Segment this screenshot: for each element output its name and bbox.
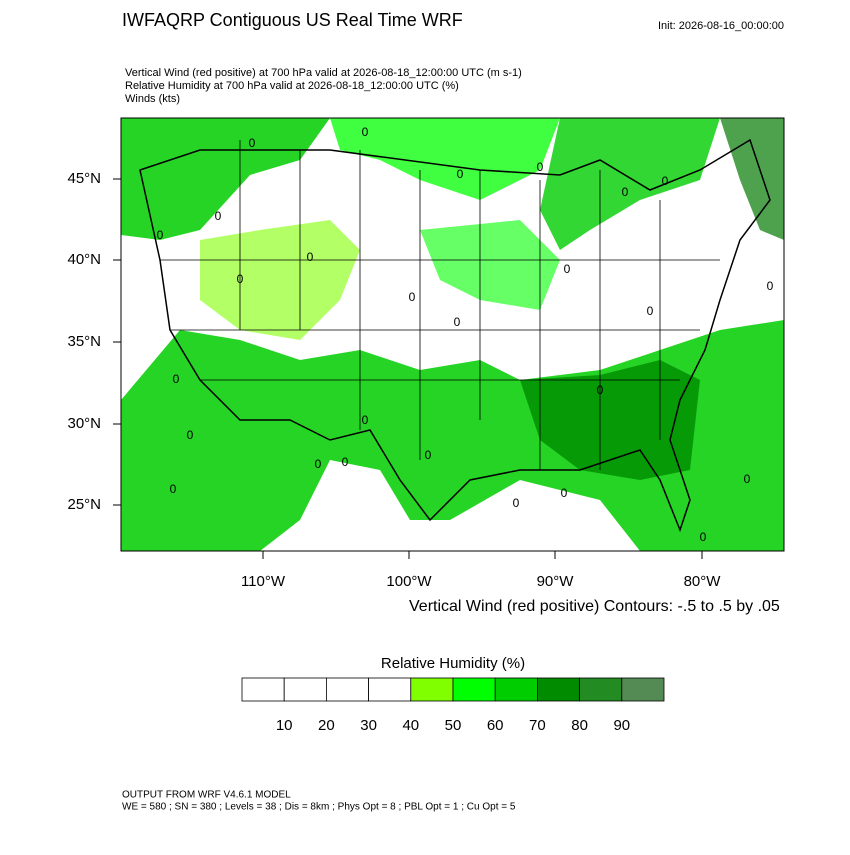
description: Relative Humidity at 700 hPa valid at 20… bbox=[125, 80, 459, 92]
state-borders bbox=[160, 140, 720, 470]
colorbar-label: 90 bbox=[613, 717, 630, 734]
rh-area bbox=[540, 118, 720, 250]
colorbar-label: 50 bbox=[445, 717, 462, 734]
lon-label: 100°W bbox=[386, 573, 432, 590]
lat-label: 35°N bbox=[67, 333, 101, 350]
map-field bbox=[121, 118, 784, 551]
colorbar-swatch bbox=[325, 677, 369, 702]
contour-label: 0 bbox=[457, 167, 464, 181]
contour-label: 0 bbox=[157, 228, 164, 242]
contour-note: Vertical Wind (red positive) Contours: -… bbox=[409, 598, 780, 615]
colorbar-swatch bbox=[368, 677, 412, 702]
contour-label: 0 bbox=[662, 174, 669, 188]
colorbar-swatch bbox=[241, 677, 285, 702]
contour-label: 0 bbox=[215, 209, 222, 223]
contour-label: 0 bbox=[454, 315, 461, 329]
map: 0 0 0 0 0 0 0 0 0 0 0 0 0 0 0 0 0 0 0 0 0 0 0 0 0 0 0 bbox=[120, 117, 785, 552]
colorbar-label: 40 bbox=[402, 717, 419, 734]
lon-label: 80°W bbox=[684, 573, 722, 590]
contour-label: 0 bbox=[564, 262, 571, 276]
colorbar-swatch bbox=[452, 677, 496, 702]
init-time: Init: 2026-08-16_00:00:00 bbox=[658, 20, 784, 32]
colorbar-swatch bbox=[579, 677, 623, 702]
contour-label: 0 bbox=[170, 482, 177, 496]
colorbar-label: 70 bbox=[529, 717, 546, 734]
contour-label: 0 bbox=[409, 290, 416, 304]
footer-line: OUTPUT FROM WRF V4.6.1 MODEL bbox=[122, 790, 291, 801]
contour-label: 0 bbox=[537, 160, 544, 174]
colorbar-swatch bbox=[621, 677, 665, 702]
lon-label: 90°W bbox=[537, 573, 575, 590]
lat-label: 40°N bbox=[67, 251, 101, 268]
footer-line: WE = 580 ; SN = 380 ; Levels = 38 ; Dis … bbox=[122, 802, 516, 813]
contour-label: 0 bbox=[744, 472, 751, 486]
contour-label: 0 bbox=[700, 530, 707, 544]
colorbar-label: 10 bbox=[276, 717, 293, 734]
contour-label: 0 bbox=[622, 185, 629, 199]
colorbar-label: 30 bbox=[360, 717, 377, 734]
colorbar-title: Relative Humidity (%) bbox=[381, 655, 525, 672]
lat-label: 30°N bbox=[67, 415, 101, 432]
contour-label: 0 bbox=[425, 448, 432, 462]
contour-label: 0 bbox=[362, 125, 369, 139]
contour-label: 0 bbox=[561, 486, 568, 500]
contour-label: 0 bbox=[597, 383, 604, 397]
contour-label: 0 bbox=[173, 372, 180, 386]
rh-area bbox=[420, 220, 560, 310]
contour-label: 0 bbox=[362, 413, 369, 427]
contour-label: 0 bbox=[187, 428, 194, 442]
contour-label: 0 bbox=[647, 304, 654, 318]
contour-label: 0 bbox=[307, 250, 314, 264]
colorbar-label: 20 bbox=[318, 717, 335, 734]
lat-label: 25°N bbox=[67, 496, 101, 513]
contour-label: 0 bbox=[513, 496, 520, 510]
lon-label: 110°W bbox=[241, 573, 286, 590]
description: Winds (kts) bbox=[125, 93, 180, 105]
contour-label: 0 bbox=[237, 272, 244, 286]
colorbar-label: 80 bbox=[571, 717, 588, 734]
contour-label: 0 bbox=[315, 457, 322, 471]
colorbar-swatch bbox=[410, 677, 454, 702]
rh-area bbox=[330, 118, 560, 200]
us-outline bbox=[139, 138, 771, 533]
contour-label: 0 bbox=[342, 455, 349, 469]
rh-area bbox=[520, 360, 700, 480]
colorbar-label: 60 bbox=[487, 717, 504, 734]
title: IWFAQRP Contiguous US Real Time WRF bbox=[122, 10, 463, 30]
rh-area bbox=[121, 118, 330, 240]
colorbar-swatch bbox=[494, 677, 538, 702]
description: Vertical Wind (red positive) at 700 hPa … bbox=[125, 67, 522, 79]
contour-label: 0 bbox=[249, 136, 256, 150]
lat-label: 45°N bbox=[67, 170, 101, 187]
contour-label: 0 bbox=[767, 279, 774, 293]
map-frame bbox=[120, 117, 785, 552]
colorbar-swatch bbox=[283, 677, 327, 702]
colorbar-swatch bbox=[537, 677, 581, 702]
